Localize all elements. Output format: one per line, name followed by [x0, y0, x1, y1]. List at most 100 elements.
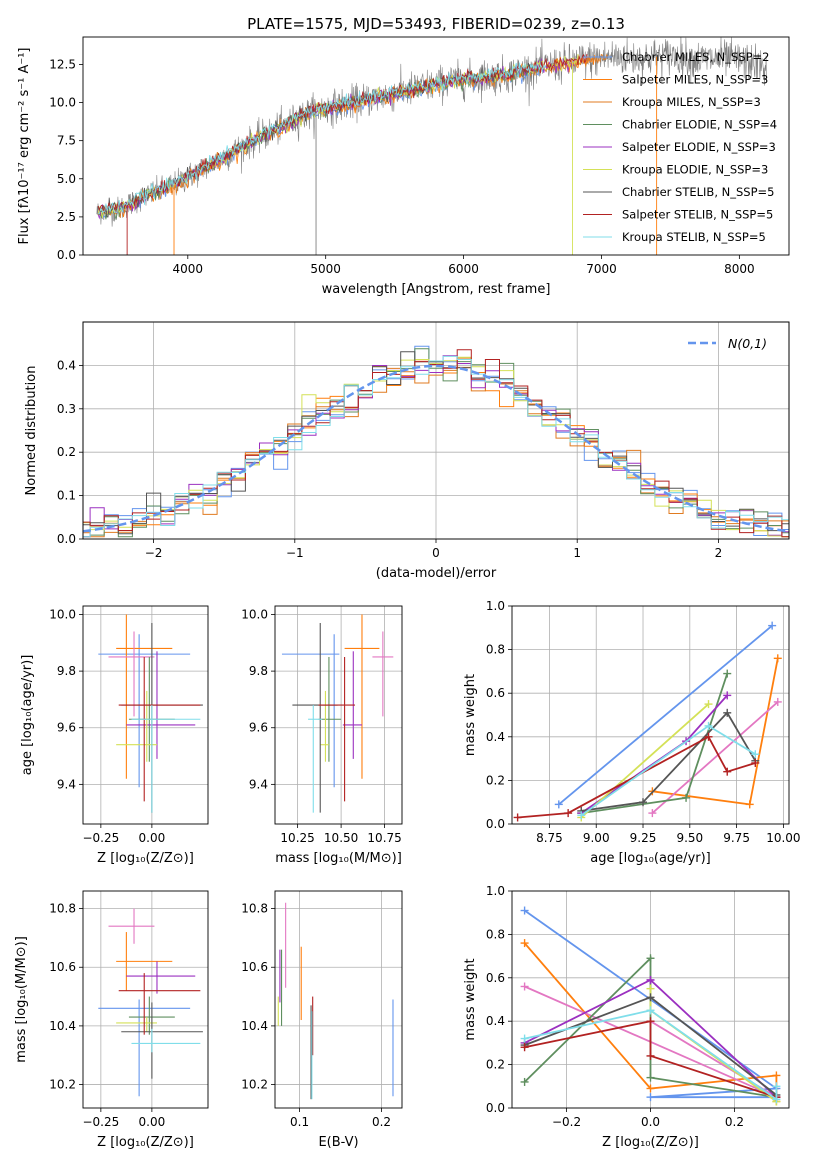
massweight_vs_Z-frame [511, 890, 790, 1109]
x-tick-label: 10.00 [766, 831, 800, 845]
legend-entry: N(0,1) [728, 336, 767, 351]
y-tick-label: 0.2 [57, 445, 76, 459]
normal-distribution-curve [82, 364, 790, 533]
spectrum-frame [82, 36, 790, 256]
residuals-frame [82, 321, 790, 540]
x-tick-label: 9.50 [676, 831, 703, 845]
x-tick-label: 6000 [448, 262, 479, 276]
axes-massweight_vs_age: 8.75 9.00 9.25 9.50 9.75 10.00 0.0 0.2 0.4 0.6 0.8… [463, 599, 801, 866]
legend-entry: Kroupa MILES, N_SSP=3 [622, 95, 761, 109]
y-tick-label: 0.0 [486, 817, 505, 831]
mass-weight-point [646, 975, 655, 984]
x-tick-label: 0.0 [641, 1115, 660, 1129]
x-tick-label: 0.2 [372, 1115, 391, 1129]
y-tick-label: 9.6 [57, 721, 76, 735]
y-tick-label: 5.0 [57, 172, 76, 186]
x-tick-label: −2 [145, 546, 163, 560]
y-axis-label: mass [log₁₀(M/M⊙)] [14, 936, 29, 1063]
mass-weight-point [646, 1051, 655, 1060]
mass-weight-point [751, 750, 760, 759]
mass-weight-line [651, 701, 779, 814]
legend-entry: Kroupa ELODIE, N_SSP=3 [622, 163, 768, 177]
axes-mass_vs_Z: −0.25 0.00 10.2 10.4 10.6 10.8 Z [log₁₀(Z/Z⊙)]… [14, 891, 208, 1150]
x-tick-label: 9.00 [583, 831, 610, 845]
x-axis-label: (data-model)/error [376, 566, 497, 581]
y-tick-label: 10.2 [241, 1078, 268, 1092]
x-tick-label: 10.75 [367, 831, 401, 845]
x-tick-label: 10.25 [280, 831, 314, 845]
model-spectrum-line [97, 54, 581, 219]
mass_vs_ebv-frame [274, 890, 403, 1109]
y-tick-label: 0.0 [57, 532, 76, 546]
mass-weight-line [580, 694, 728, 814]
x-tick-label: 7000 [586, 262, 617, 276]
x-tick-label: −0.25 [82, 1115, 119, 1129]
mass-weight-point [520, 982, 529, 991]
mass-weight-point [520, 1034, 529, 1043]
y-tick-label: 0.0 [486, 1101, 505, 1115]
axes-residuals: −2 −1 0 1 2 0.0 0.1 0.2 0.3 0.4 (data-model)/error… [24, 322, 789, 581]
mass-weight-point [682, 793, 691, 802]
mass-weight-point [520, 1077, 529, 1086]
mass-weight-point [554, 800, 563, 809]
x-axis-label: Z [log₁₀(Z/Z⊙)] [97, 851, 194, 866]
mass-weight-line [652, 658, 779, 806]
y-tick-label: 12.5 [49, 57, 76, 71]
x-tick-label: 0.1 [290, 1115, 309, 1129]
y-tick-label: 0.4 [486, 730, 505, 744]
mass-weight-point [704, 700, 713, 709]
y-tick-label: 9.8 [57, 664, 76, 678]
mass-weight-point [723, 669, 732, 678]
x-axis-label: Z [log₁₀(Z/Z⊙)] [97, 1135, 194, 1150]
y-tick-label: 10.2 [49, 1078, 76, 1092]
massweight_vs_age-frame [511, 605, 790, 825]
mass-weight-point [577, 811, 586, 820]
mass-weight-point [772, 1082, 781, 1091]
mass-weight-point [513, 813, 522, 822]
axes-age_vs_mass: 10.25 10.50 10.75 9.4 9.6 9.8 10.0 mass [log₁₀(… [241, 606, 402, 866]
x-tick-label: 0.00 [139, 1115, 166, 1129]
residual-histogram-line [83, 349, 789, 538]
y-tick-label: 10.4 [241, 1019, 268, 1033]
mass-weight-point [704, 721, 713, 730]
y-tick-label: 10.0 [241, 607, 268, 621]
y-tick-label: 7.5 [57, 134, 76, 148]
model-spectrum-line [98, 62, 547, 215]
age_vs_Z-frame [82, 605, 209, 825]
mass-weight-point [723, 691, 732, 700]
y-axis-label: Normed distribution [24, 366, 39, 496]
mass-weight-point [646, 1006, 655, 1015]
x-tick-label: 0 [432, 546, 440, 560]
mass-weight-line [580, 703, 710, 819]
mass-weight-point [768, 621, 777, 630]
mass-weight-point [520, 1043, 529, 1052]
x-axis-label: E(B-V) [318, 1135, 358, 1150]
axes-spectrum: 4000 5000 6000 7000 8000 0.0 2.5 5.0 7.5 10.0 12.5… [17, 48, 755, 298]
x-tick-label: 4000 [173, 262, 204, 276]
x-axis-label: wavelength [Angstrom, rest frame] [322, 282, 551, 297]
y-tick-label: 0.4 [57, 358, 76, 372]
mass-weight-point [520, 906, 529, 915]
mass-weight-line [558, 624, 773, 806]
y-tick-label: 10.6 [49, 960, 76, 974]
residual-histogram-line [83, 355, 789, 538]
mass-weight-point [646, 1084, 655, 1093]
mass-weight-point [646, 954, 655, 963]
legend-entry: Salpeter ELODIE, N_SSP=3 [622, 140, 776, 154]
axes-massweight_vs_Z: −0.2 0.0 0.2 0.0 0.2 0.4 0.6 0.8 1.0 Z [log₁₀(Z/Z… [463, 884, 789, 1150]
y-tick-label: 0.1 [57, 489, 76, 503]
y-tick-label: 0.6 [486, 686, 505, 700]
mass-weight-point [773, 697, 782, 706]
y-tick-label: 10.6 [241, 960, 268, 974]
mass-weight-point [646, 984, 655, 993]
mass-weight-point [704, 732, 713, 741]
x-tick-label: 2 [715, 546, 723, 560]
x-tick-label: 9.25 [630, 831, 657, 845]
x-tick-label: 10.50 [324, 831, 358, 845]
y-tick-label: 9.4 [57, 777, 76, 791]
x-tick-label: 0.2 [725, 1115, 744, 1129]
y-tick-label: 10.4 [49, 1019, 76, 1033]
y-tick-label: 1.0 [486, 884, 505, 898]
